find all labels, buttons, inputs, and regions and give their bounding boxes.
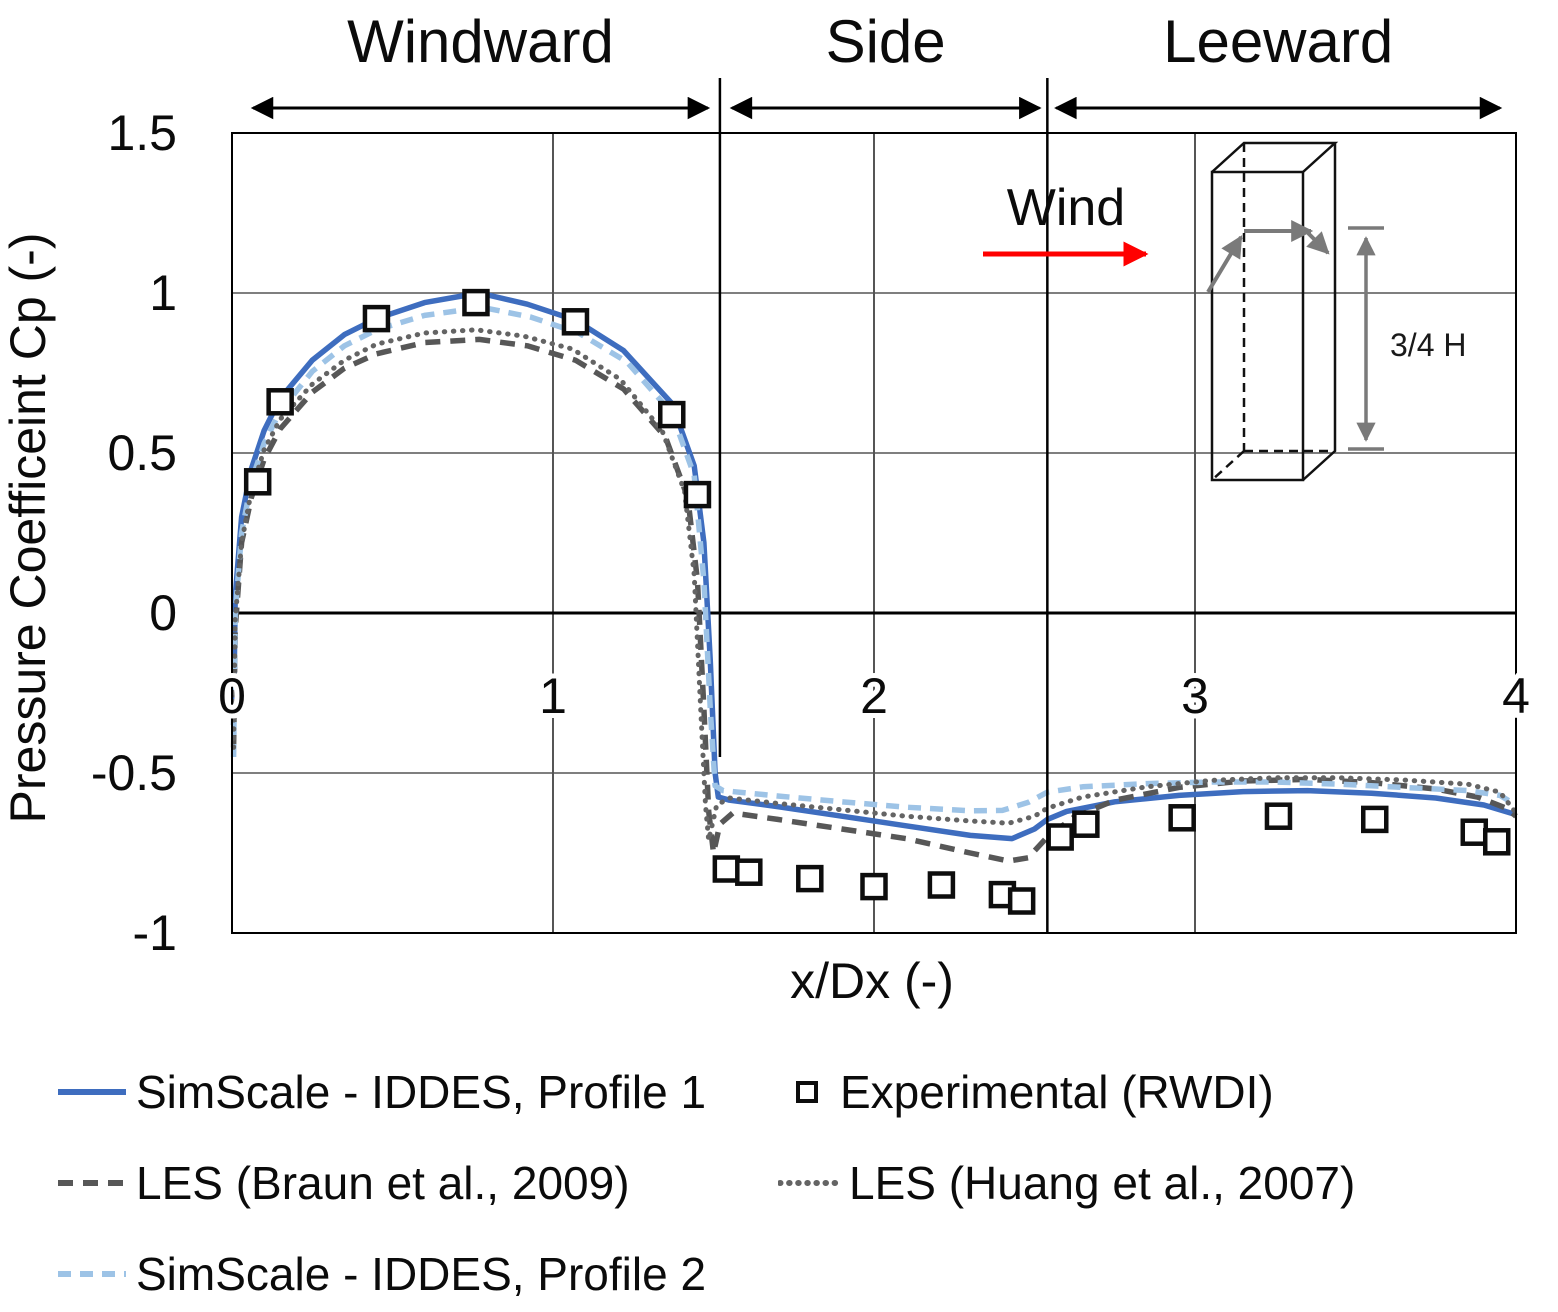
series-line-3 — [231, 327, 1519, 843]
experimental-marker — [927, 871, 956, 899]
experimental-marker — [266, 388, 294, 416]
dashed-line-swatch-icon — [58, 1180, 126, 1186]
experimental-marker — [658, 400, 686, 429]
legend-label: Experimental (RWDI) — [840, 1066, 1274, 1118]
light-dashed-line-swatch-icon — [58, 1271, 126, 1277]
experimental-marker — [1460, 818, 1489, 846]
experimental-marker — [1007, 887, 1036, 915]
experimental-marker — [1264, 802, 1293, 830]
experimental-marker — [1046, 823, 1074, 851]
region-label: Side — [826, 8, 946, 75]
pressure-coefficient-chart: Windward Side Leeward 0 1 2 3 41.510.50-0.5-1 … — [0, 8, 1535, 1009]
experimental-marker — [1072, 810, 1100, 838]
y-tick-label: 1 — [149, 265, 177, 321]
experimental-marker — [362, 304, 391, 333]
height-dimension-label: 3/4 H — [1390, 327, 1466, 363]
legend-item-experimental: Experimental (RWDI) — [796, 1066, 1274, 1118]
height-dimension — [1348, 226, 1384, 451]
legend-label: LES (Huang et al., 2007) — [849, 1157, 1356, 1209]
series-line-2 — [230, 304, 1518, 814]
dotted-line-swatch-icon — [778, 1180, 842, 1186]
legend-item-braun: LES (Braun et al., 2009) — [56, 1157, 630, 1209]
legend-item-profile2: SimScale - IDDES, Profile 2 — [56, 1248, 707, 1300]
y-axis-title: Pressure Coefficeint Cp (-) — [0, 233, 56, 824]
experimental-marker — [462, 288, 490, 317]
x-tick-label: 2 — [860, 668, 888, 724]
building-sketch-icon — [1210, 141, 1339, 482]
experimental-marker — [1482, 828, 1511, 856]
experimental-marker — [243, 468, 272, 496]
experimental-marker — [860, 872, 888, 901]
y-tick-label: -1 — [133, 905, 177, 961]
legend-label: LES (Braun et al., 2009) — [136, 1157, 630, 1209]
y-tick-label: 0.5 — [107, 425, 177, 481]
region-label: Leeward — [1163, 8, 1393, 75]
plot-border — [231, 132, 1517, 934]
experimental-marker — [796, 864, 824, 893]
legend-label: SimScale - IDDES, Profile 1 — [136, 1066, 707, 1118]
experimental-marker — [561, 308, 590, 336]
solid-line-swatch-icon — [58, 1089, 126, 1095]
legend-item-profile1: SimScale - IDDES, Profile 1 — [56, 1066, 707, 1118]
series-line-0 — [230, 290, 1517, 842]
y-tick-label: 0 — [149, 585, 177, 641]
region-label: Windward — [347, 8, 614, 75]
experimental-marker — [683, 480, 712, 509]
x-tick-label: 3 — [1181, 668, 1209, 724]
experimental-marker — [735, 858, 763, 886]
y-tick-label: 1.5 — [107, 105, 177, 161]
region-annotations: Windward Side Leeward — [250, 8, 1503, 933]
experimental-marker — [1168, 804, 1196, 832]
wind-label: Wind — [1007, 179, 1125, 237]
experimental-marker — [712, 855, 741, 883]
x-tick-label: 1 — [539, 668, 567, 724]
x-tick-label: 4 — [1502, 668, 1530, 724]
legend-item-huang: LES (Huang et al., 2007) — [778, 1157, 1356, 1209]
experimental-marker — [1361, 805, 1389, 834]
data-series — [230, 288, 1519, 915]
tap-ring-arrows — [1206, 220, 1330, 294]
x-axis-title: x/Dx (-) — [790, 953, 954, 1009]
y-tick-label: -0.5 — [91, 745, 177, 801]
x-tick-label: 0 — [218, 668, 246, 724]
square-marker-swatch-icon — [796, 1081, 818, 1103]
legend-label: SimScale - IDDES, Profile 2 — [136, 1248, 707, 1300]
tick-labels: 0 1 2 3 4 1.5 1 0.5 0 -0.5 -1 — [86, 100, 1535, 966]
